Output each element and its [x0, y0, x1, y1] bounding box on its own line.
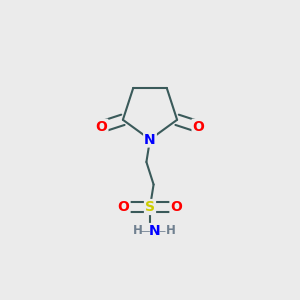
Text: —: — [159, 226, 169, 236]
Text: O: O [170, 200, 182, 214]
Text: O: O [96, 120, 107, 134]
Text: O: O [118, 200, 130, 214]
Text: N: N [144, 133, 156, 146]
Text: H: H [166, 224, 176, 238]
Text: O: O [193, 120, 204, 134]
Text: H: H [133, 224, 143, 238]
Text: —: — [140, 226, 150, 236]
Text: S: S [145, 200, 155, 214]
Text: N: N [149, 224, 160, 238]
